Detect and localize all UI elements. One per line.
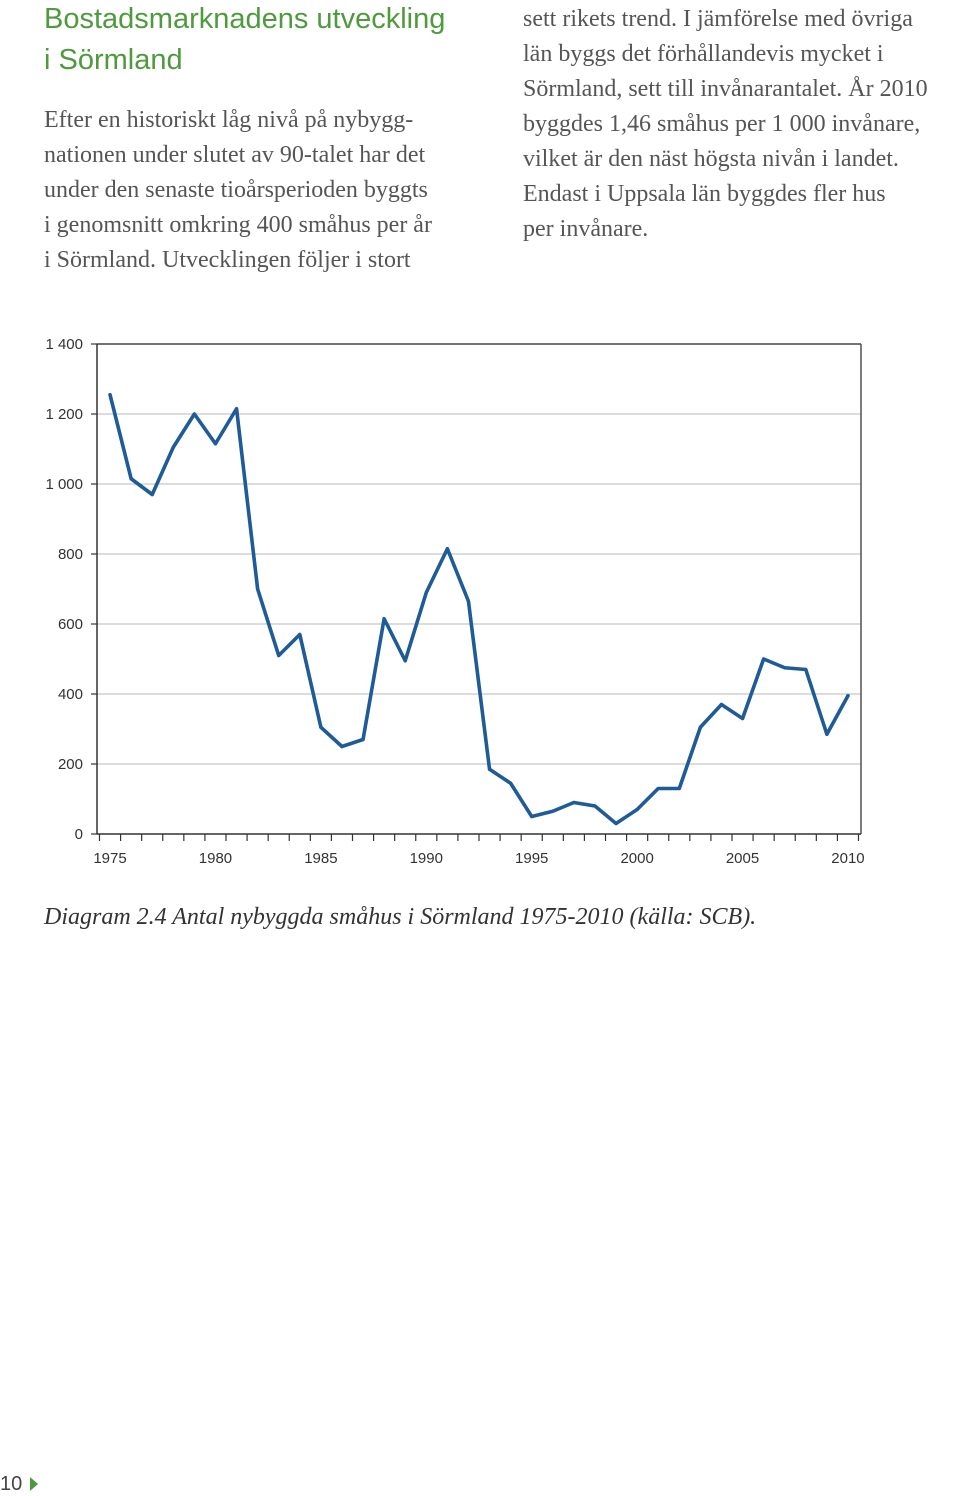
data-point: [277, 653, 281, 658]
text-line: vilket är den näst högsta nivån i landet…: [523, 146, 899, 172]
x-tick-label: 1990: [410, 850, 443, 867]
data-point: [382, 617, 386, 621]
heading-line: Bostadsmarknadens utveckling: [44, 3, 446, 35]
data-point: [509, 781, 513, 785]
text-line: Sörmland, sett till invånarantalet. År 2…: [523, 76, 928, 102]
data-point: [635, 807, 639, 812]
data-point: [593, 804, 597, 808]
data-point: [487, 767, 492, 771]
data-point: [762, 657, 766, 661]
y-tick-label: 200: [58, 756, 83, 773]
data-point: [424, 590, 428, 595]
section-heading: Bostadsmarknadens utveckling i Sörmland: [44, 0, 445, 81]
data-point: [572, 800, 576, 805]
text-line: byggdes 1,46 småhus per 1 000 invånare,: [523, 111, 921, 137]
data-point: [846, 694, 850, 698]
text-line: Endast i Uppsala län byggdes fler hus: [523, 181, 886, 207]
data-point: [256, 587, 260, 591]
data-point: [551, 809, 555, 813]
page-number: 10: [0, 1473, 23, 1495]
text-line: län byggs det förhållandevis mycket i: [523, 41, 884, 67]
triangle-right-icon: [30, 1477, 38, 1491]
data-point: [530, 814, 534, 819]
data-point: [108, 393, 112, 397]
text-line: i genomsnitt omkring 400 småhus per år: [44, 212, 432, 238]
text-line: sett rikets trend. I jämförelse med övri…: [523, 6, 913, 32]
data-point: [361, 737, 365, 742]
data-point: [719, 702, 724, 707]
data-point: [171, 445, 175, 449]
data-point: [192, 412, 196, 416]
y-tick-label: 400: [58, 686, 83, 703]
data-point: [319, 725, 323, 729]
data-point: [825, 732, 829, 736]
x-tick-label: 2010: [831, 850, 864, 867]
data-point: [213, 442, 218, 446]
x-tick-label: 1975: [93, 850, 126, 867]
text-line: per invånare.: [523, 216, 649, 242]
data-point: [234, 407, 239, 411]
y-tick-label: 1 000: [45, 476, 83, 493]
chart-caption: Diagram 2.4 Antal nybyggda småhus i Sörm…: [44, 904, 757, 930]
text-line: Efter en historiskt låg nivå på nybygg-: [44, 107, 414, 133]
data-point: [677, 786, 681, 791]
data-point: [740, 716, 745, 721]
heading-line: i Sörmland: [44, 44, 183, 76]
x-tick-label: 1980: [199, 850, 232, 867]
line-chart: 0 200 400 600 800 1 000 1 200 1 400 1975 1980 1985…: [45, 336, 864, 867]
data-point: [298, 632, 302, 637]
data-point: [340, 744, 344, 749]
y-tick-label: 0: [75, 826, 83, 843]
y-tick-label: 1 400: [45, 336, 83, 353]
text-line: under den senaste tioårsperioden byggts: [44, 177, 428, 203]
data-point: [129, 477, 133, 481]
x-tick-label: 1985: [304, 850, 337, 867]
data-point: [783, 666, 787, 670]
y-tick-label: 800: [58, 546, 83, 563]
series-line: [108, 392, 850, 826]
data-point: [445, 547, 449, 551]
y-tick-label: 600: [58, 616, 83, 633]
data-point: [804, 667, 808, 672]
data-point: [466, 599, 471, 603]
data-point: [403, 659, 407, 663]
x-tick-label: 2005: [726, 850, 759, 867]
body-text-left-column: Efter en historiskt låg nivå på nybygg- …: [44, 103, 432, 278]
data-point: [656, 786, 660, 791]
body-text-right-column: sett rikets trend. I jämförelse med övri…: [523, 2, 928, 247]
x-tick-label: 1995: [515, 850, 548, 867]
y-tick-label: 1 200: [45, 406, 83, 423]
data-point: [150, 492, 154, 497]
text-line: i Sörmland. Utvecklingen följer i stort: [44, 247, 411, 273]
data-point: [614, 821, 618, 826]
x-tick-label: 2000: [620, 850, 653, 867]
data-point: [698, 725, 702, 729]
text-line: nationen under slutet av 90-talet har de…: [44, 142, 426, 168]
